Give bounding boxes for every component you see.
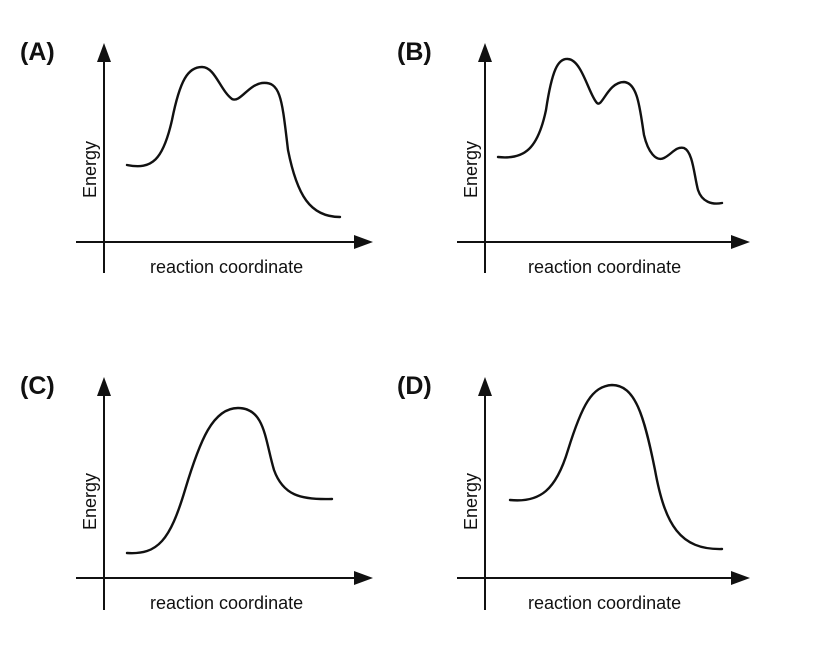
x-axis-arrow-b <box>731 235 750 249</box>
y-axis-label-b: Energy <box>461 141 481 198</box>
panel-b: (B) Energy reaction coordinate <box>397 38 750 277</box>
panel-d: (D) Energy reaction coordinate <box>397 372 750 613</box>
panel-label-c: (C) <box>20 372 55 400</box>
y-axis-arrow-a <box>97 43 111 62</box>
energy-curve-a <box>125 65 342 219</box>
x-axis-label-c: reaction coordinate <box>150 593 303 613</box>
y-axis-arrow-c <box>97 377 111 396</box>
panel-a: (A) Energy reaction coordinate <box>20 38 373 277</box>
panel-c: (C) Energy reaction coordinate <box>20 372 373 613</box>
panel-label-a: (A) <box>20 38 55 66</box>
y-axis-arrow-b <box>478 43 492 62</box>
x-axis-label-b: reaction coordinate <box>528 257 681 277</box>
energy-curve-b <box>496 57 724 205</box>
y-axis-arrow-d <box>478 377 492 396</box>
y-axis-label-d: Energy <box>461 473 481 530</box>
y-axis-label-a: Energy <box>80 141 100 198</box>
x-axis-label-d: reaction coordinate <box>528 593 681 613</box>
y-axis-label-c: Energy <box>80 473 100 530</box>
x-axis-arrow-d <box>731 571 750 585</box>
x-axis-arrow-c <box>354 571 373 585</box>
energy-curve-c <box>125 406 334 555</box>
energy-curve-d <box>508 383 724 551</box>
x-axis-label-a: reaction coordinate <box>150 257 303 277</box>
panel-label-b: (B) <box>397 38 432 66</box>
panel-label-d: (D) <box>397 372 432 400</box>
x-axis-arrow-a <box>354 235 373 249</box>
